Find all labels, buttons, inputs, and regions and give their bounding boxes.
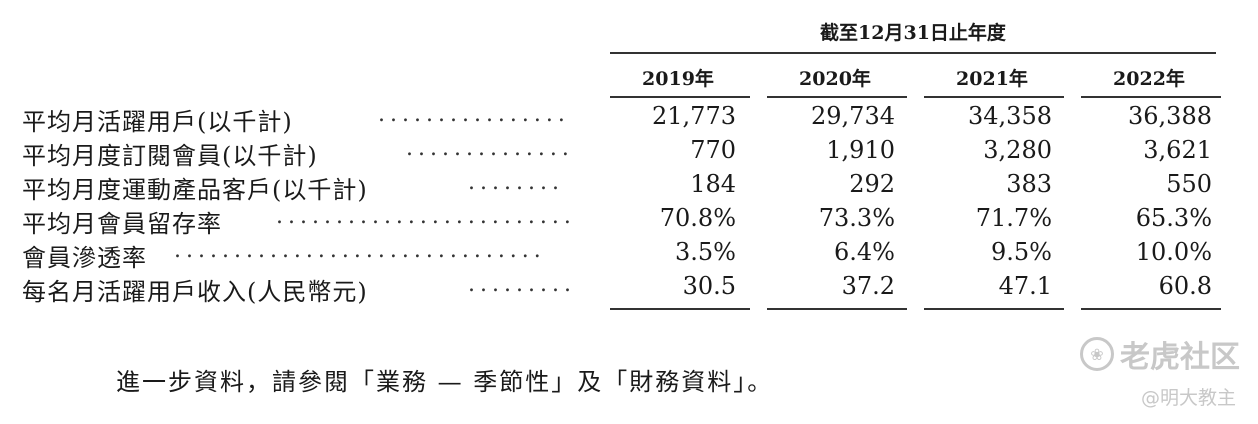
row-label: 平均月度運動產品客戶(以千計) <box>22 176 368 204</box>
bottom-rule-2020 <box>767 308 907 310</box>
value-2019: 770 <box>690 136 736 164</box>
paw-logo-icon: ❀ <box>1080 337 1114 371</box>
value-2019: 30.5 <box>682 272 736 300</box>
value-2022: 36,388 <box>1128 102 1212 130</box>
value-2021: 71.7% <box>975 204 1052 232</box>
value-2020: 37.2 <box>841 272 895 300</box>
table-row: 平均月活躍用戶(以千計) ................ 21,773 29,… <box>22 102 1222 136</box>
year-rule-2021 <box>924 96 1064 98</box>
header-rule-top <box>610 52 1216 54</box>
watermark-credit: @明大教主 <box>1140 387 1236 409</box>
watermark-site: 老虎社区 <box>1120 340 1240 375</box>
leader-dots: .............. <box>406 136 574 161</box>
value-2019: 184 <box>690 170 736 198</box>
year-header-2022: 2022年 <box>1113 68 1185 90</box>
value-2020: 1,910 <box>826 136 895 164</box>
leader-dots: ........ <box>468 170 564 195</box>
year-header-2020: 2020年 <box>799 68 871 90</box>
period-header: 截至12月31日止年度 <box>820 22 1006 44</box>
value-2021: 9.5% <box>991 238 1052 266</box>
value-2022: 550 <box>1166 170 1212 198</box>
table-row: 平均月度運動產品客戶(以千計) ........ 184 292 383 550 <box>22 170 1222 204</box>
row-label: 平均月活躍用戶(以千計) <box>22 108 293 136</box>
year-header-2021: 2021年 <box>956 68 1028 90</box>
bottom-rule-2019 <box>610 308 750 310</box>
value-2021: 34,358 <box>968 102 1052 130</box>
value-2019: 70.8% <box>659 204 736 232</box>
table-row: 會員滲透率 ............................... 3.… <box>22 238 1222 272</box>
value-2019: 3.5% <box>675 238 736 266</box>
table-row: 平均月會員留存率 ......................... 70.8%… <box>22 204 1222 238</box>
year-rule-2019 <box>610 96 750 98</box>
value-2020: 73.3% <box>818 204 895 232</box>
leader-dots: ................ <box>378 102 570 127</box>
value-2022: 3,621 <box>1143 136 1212 164</box>
year-rule-2020 <box>767 96 907 98</box>
value-2022: 65.3% <box>1135 204 1212 232</box>
footnote: 進一步資料，請參閱「業務 — 季節性」及「財務資料」。 <box>116 368 774 396</box>
value-2022: 10.0% <box>1135 238 1212 266</box>
value-2019: 21,773 <box>652 102 736 130</box>
year-rule-2022 <box>1081 96 1221 98</box>
row-label: 平均月會員留存率 <box>22 210 222 238</box>
row-label: 平均月度訂閱會員(以千計) <box>22 142 318 170</box>
table-row: 每名月活躍用戶收入(人民幣元) ......... 30.5 37.2 47.1… <box>22 272 1222 306</box>
year-header-2019: 2019年 <box>642 68 714 90</box>
table-row: 平均月度訂閱會員(以千計) .............. 770 1,910 3… <box>22 136 1222 170</box>
bottom-rule-2022 <box>1081 308 1221 310</box>
bottom-rule-2021 <box>924 308 1064 310</box>
value-2020: 292 <box>849 170 895 198</box>
watermark: ❀ 老虎社区 <box>1080 332 1240 376</box>
leader-dots: ......... <box>468 272 576 297</box>
value-2021: 383 <box>1006 170 1052 198</box>
row-label: 每名月活躍用戶收入(人民幣元) <box>22 278 368 306</box>
value-2020: 29,734 <box>811 102 895 130</box>
value-2020: 6.4% <box>834 238 895 266</box>
leader-dots: ............................... <box>174 238 546 263</box>
leader-dots: ......................... <box>276 204 576 229</box>
value-2021: 3,280 <box>983 136 1052 164</box>
row-label: 會員滲透率 <box>22 244 147 272</box>
value-2022: 60.8 <box>1158 272 1212 300</box>
value-2021: 47.1 <box>998 272 1052 300</box>
